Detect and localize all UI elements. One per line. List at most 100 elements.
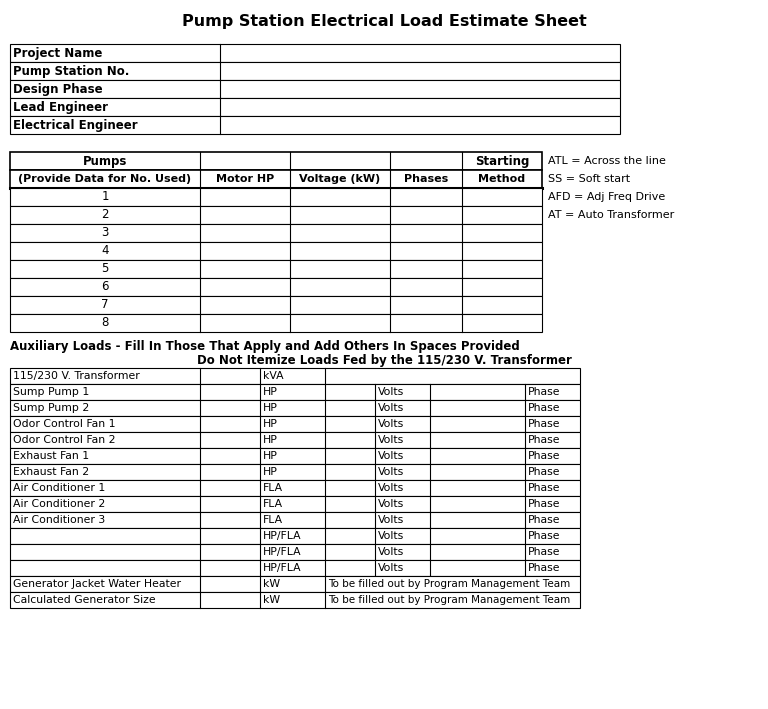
Bar: [10, 512, 580, 528]
Bar: [10, 528, 580, 544]
Text: HP: HP: [263, 403, 278, 413]
Text: To be filled out by Program Management Team: To be filled out by Program Management T…: [328, 595, 571, 605]
Text: Sump Pump 2: Sump Pump 2: [13, 403, 89, 413]
Bar: [10, 432, 580, 448]
Bar: [10, 152, 542, 170]
Text: Pump Station No.: Pump Station No.: [13, 65, 129, 77]
Bar: [10, 496, 580, 512]
Text: HP/FLA: HP/FLA: [263, 547, 302, 557]
Bar: [10, 416, 580, 432]
Text: Phase: Phase: [528, 387, 561, 397]
Text: HP/FLA: HP/FLA: [263, 563, 302, 573]
Text: HP: HP: [263, 451, 278, 461]
Text: 115/230 V. Transformer: 115/230 V. Transformer: [13, 371, 140, 381]
Text: To be filled out by Program Management Team: To be filled out by Program Management T…: [328, 579, 571, 589]
Bar: [10, 62, 620, 80]
Text: Phases: Phases: [404, 174, 448, 184]
Bar: [10, 368, 580, 384]
Text: Pump Station Electrical Load Estimate Sheet: Pump Station Electrical Load Estimate Sh…: [181, 14, 587, 29]
Bar: [10, 98, 620, 116]
Text: Design Phase: Design Phase: [13, 82, 103, 96]
Bar: [10, 224, 542, 242]
Text: FLA: FLA: [263, 499, 283, 509]
Bar: [10, 560, 580, 576]
Bar: [10, 592, 580, 608]
Text: HP/FLA: HP/FLA: [263, 531, 302, 541]
Text: Phase: Phase: [528, 499, 561, 509]
Text: Volts: Volts: [378, 563, 404, 573]
Text: Air Conditioner 1: Air Conditioner 1: [13, 483, 105, 493]
Text: FLA: FLA: [263, 515, 283, 525]
Text: HP: HP: [263, 467, 278, 477]
Text: kVA: kVA: [263, 371, 283, 381]
Text: Phase: Phase: [528, 531, 561, 541]
Text: Phase: Phase: [528, 563, 561, 573]
Text: FLA: FLA: [263, 483, 283, 493]
Text: Volts: Volts: [378, 403, 404, 413]
Bar: [10, 188, 542, 206]
Bar: [10, 464, 580, 480]
Text: Air Conditioner 2: Air Conditioner 2: [13, 499, 105, 509]
Text: Phase: Phase: [528, 451, 561, 461]
Text: AT = Auto Transformer: AT = Auto Transformer: [548, 210, 674, 220]
Text: Volts: Volts: [378, 483, 404, 493]
Text: Phase: Phase: [528, 515, 561, 525]
Text: ATL = Across the line: ATL = Across the line: [548, 156, 666, 166]
Text: 7: 7: [101, 298, 109, 311]
Text: Exhaust Fan 2: Exhaust Fan 2: [13, 467, 89, 477]
Text: 6: 6: [101, 281, 109, 294]
Text: 1: 1: [101, 191, 109, 203]
Text: Volts: Volts: [378, 531, 404, 541]
Text: Generator Jacket Water Heater: Generator Jacket Water Heater: [13, 579, 181, 589]
Bar: [10, 44, 620, 62]
Text: Phase: Phase: [528, 483, 561, 493]
Text: Volts: Volts: [378, 435, 404, 445]
Text: Lead Engineer: Lead Engineer: [13, 101, 108, 113]
Text: HP: HP: [263, 435, 278, 445]
Bar: [10, 206, 542, 224]
Text: Exhaust Fan 1: Exhaust Fan 1: [13, 451, 89, 461]
Text: AFD = Adj Freq Drive: AFD = Adj Freq Drive: [548, 192, 665, 202]
Text: Do Not Itemize Loads Fed by the 115/230 V. Transformer: Do Not Itemize Loads Fed by the 115/230 …: [197, 354, 571, 367]
Text: Volts: Volts: [378, 387, 404, 397]
Text: Project Name: Project Name: [13, 47, 102, 60]
Text: Starting: Starting: [475, 155, 529, 167]
Bar: [10, 260, 542, 278]
Text: kW: kW: [263, 579, 280, 589]
Text: Auxiliary Loads - Fill In Those That Apply and Add Others In Spaces Provided: Auxiliary Loads - Fill In Those That App…: [10, 340, 520, 353]
Text: Phase: Phase: [528, 403, 561, 413]
Bar: [10, 384, 580, 400]
Bar: [10, 278, 542, 296]
Text: 2: 2: [101, 208, 109, 221]
Bar: [10, 116, 620, 134]
Text: (Provide Data for No. Used): (Provide Data for No. Used): [18, 174, 191, 184]
Bar: [10, 480, 580, 496]
Text: 8: 8: [101, 316, 109, 330]
Text: HP: HP: [263, 387, 278, 397]
Text: Volts: Volts: [378, 547, 404, 557]
Text: 5: 5: [101, 262, 109, 276]
Text: kW: kW: [263, 595, 280, 605]
Text: Motor HP: Motor HP: [216, 174, 274, 184]
Text: Odor Control Fan 2: Odor Control Fan 2: [13, 435, 115, 445]
Text: Phase: Phase: [528, 419, 561, 429]
Text: Voltage (kW): Voltage (kW): [300, 174, 381, 184]
Text: Pumps: Pumps: [83, 155, 127, 167]
Text: HP: HP: [263, 419, 278, 429]
Text: Electrical Engineer: Electrical Engineer: [13, 118, 137, 131]
Bar: [10, 576, 580, 592]
Bar: [10, 170, 542, 188]
Text: Air Conditioner 3: Air Conditioner 3: [13, 515, 105, 525]
Bar: [10, 544, 580, 560]
Text: Calculated Generator Size: Calculated Generator Size: [13, 595, 156, 605]
Text: 3: 3: [101, 226, 109, 240]
Text: Phase: Phase: [528, 435, 561, 445]
Text: Odor Control Fan 1: Odor Control Fan 1: [13, 419, 115, 429]
Text: 4: 4: [101, 245, 109, 257]
Text: Phase: Phase: [528, 467, 561, 477]
Text: Volts: Volts: [378, 499, 404, 509]
Bar: [10, 314, 542, 332]
Text: Volts: Volts: [378, 451, 404, 461]
Bar: [10, 448, 580, 464]
Bar: [10, 242, 542, 260]
